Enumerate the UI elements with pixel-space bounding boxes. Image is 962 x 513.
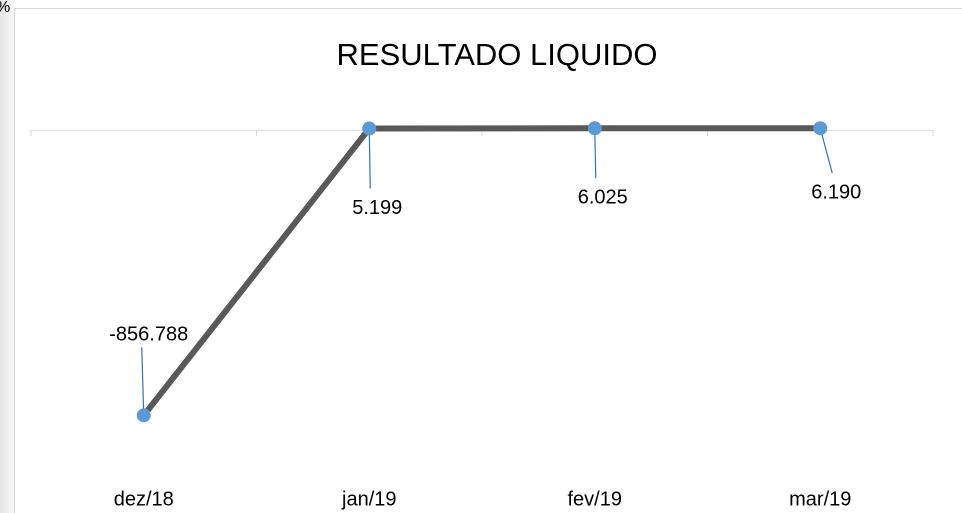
chart-frame (14, 8, 962, 513)
sheet-edge (0, 0, 14, 513)
chart-title: RESULTADO LIQUIDO (337, 37, 658, 72)
data-label: -856.788 (109, 324, 188, 346)
leader-line (819, 128, 833, 174)
x-tick-label: jan/19 (341, 488, 397, 510)
leader-line (594, 128, 597, 179)
x-tick-label: mar/19 (789, 488, 851, 510)
data-label: 5.199 (352, 197, 402, 219)
data-point (813, 121, 828, 136)
data-point (587, 121, 602, 136)
series-line (141, 125, 821, 418)
leader-line (141, 347, 145, 416)
x-tick-label: fev/19 (568, 488, 622, 510)
leader-line (368, 128, 371, 189)
data-point (136, 408, 151, 423)
corner-text: % (0, 0, 10, 16)
data-label: 6.025 (578, 187, 628, 209)
x-tick-label: dez/18 (114, 488, 174, 510)
data-point (362, 121, 377, 136)
data-label: 6.190 (811, 181, 861, 203)
